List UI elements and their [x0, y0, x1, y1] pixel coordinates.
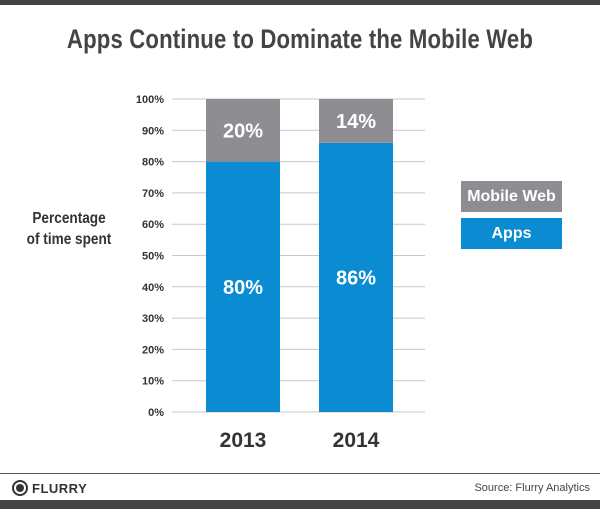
y-tick-label: 70% [142, 188, 164, 200]
data-label: 80% [223, 277, 263, 299]
y-tick-label: 30% [142, 313, 164, 325]
legend-apps: Apps [461, 218, 562, 249]
chart-title: Apps Continue to Dominate the Mobile Web [66, 24, 534, 54]
y-tick-label: 0% [148, 407, 164, 419]
bottom-bar [0, 500, 600, 509]
y-axis-label: Percentage of time spent [22, 208, 116, 250]
legend-mobile-web: Mobile Web [461, 181, 562, 212]
y-axis-label-line-2: of time spent [26, 231, 112, 248]
x-tick-label: 2013 [220, 429, 267, 452]
source-note: Source: Flurry Analytics [474, 482, 590, 494]
bar-apps-2013 [206, 161, 280, 412]
data-label: 14% [336, 111, 376, 133]
top-bar [0, 0, 600, 5]
flurry-logo-icon [12, 480, 28, 496]
y-tick-label: 50% [142, 251, 164, 263]
data-label: 20% [223, 120, 263, 142]
y-tick-label: 80% [142, 157, 164, 169]
bar-mobile-web-2014 [319, 99, 393, 143]
y-tick-label: 90% [142, 125, 164, 137]
y-axis-label-line-1: Percentage [32, 210, 106, 227]
chart-plot: 0% 10% 20% 30% 40% 50% 60% 70% 80% 90% 100% 80% 20% 2… [136, 94, 425, 452]
y-tick-label: 60% [142, 219, 164, 231]
y-tick-label: 40% [142, 282, 164, 294]
bar-apps-2014 [319, 142, 393, 412]
y-tick-label: 10% [142, 376, 164, 388]
y-tick-label: 20% [142, 344, 164, 356]
bar-mobile-web-2013 [206, 99, 280, 162]
flurry-logo: FLURRY [12, 480, 87, 496]
y-tick-label: 100% [136, 94, 164, 106]
flurry-logo-text: FLURRY [32, 480, 88, 496]
data-label: 86% [336, 267, 376, 289]
x-tick-label: 2014 [333, 429, 380, 452]
footer-divider [0, 473, 600, 474]
